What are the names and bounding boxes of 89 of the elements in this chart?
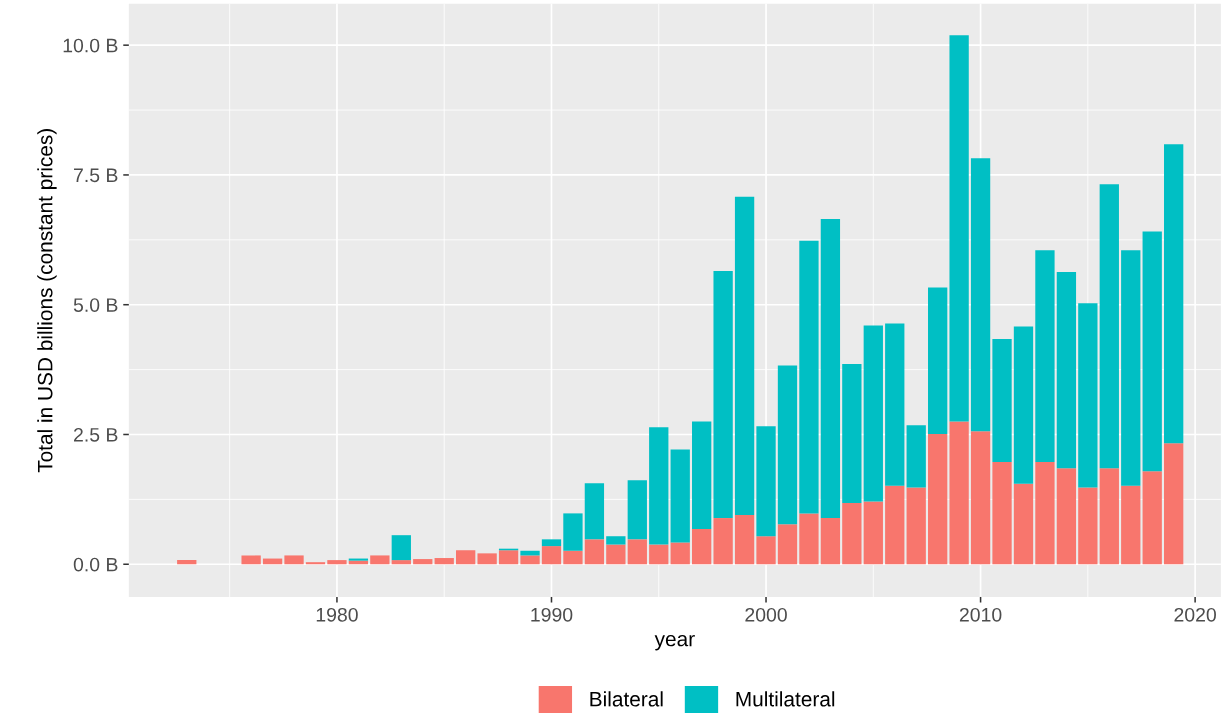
bar	[1056, 272, 1077, 469]
bar	[906, 425, 926, 488]
bar	[1142, 231, 1162, 472]
y-tick-label: 0.0 B	[73, 557, 118, 572]
bar	[949, 421, 969, 565]
bar	[1056, 468, 1077, 565]
y-tick-label: 10.0 B	[63, 38, 118, 53]
bar	[541, 539, 562, 547]
bar	[1142, 471, 1162, 565]
bar	[584, 539, 605, 565]
bar	[456, 550, 476, 565]
bar	[370, 555, 390, 565]
bar	[391, 535, 411, 561]
bar	[863, 325, 883, 502]
bar	[885, 323, 905, 486]
bar	[1078, 303, 1098, 488]
bar	[1013, 483, 1034, 565]
bar	[992, 462, 1012, 565]
bar	[391, 560, 411, 565]
bar	[1121, 250, 1141, 486]
bar	[842, 503, 862, 565]
bar	[477, 553, 497, 565]
bar	[541, 546, 562, 565]
bar	[627, 480, 647, 540]
bar	[756, 536, 776, 565]
x-axis-title: year	[654, 634, 695, 651]
y-tick-label: 5.0 B	[73, 298, 118, 312]
bar	[713, 518, 733, 565]
bar	[284, 555, 304, 565]
bar	[949, 35, 969, 422]
bar	[928, 433, 948, 565]
bar	[713, 270, 733, 519]
bar	[1035, 462, 1055, 565]
bar	[734, 196, 755, 515]
bar	[1099, 184, 1119, 469]
bar	[327, 560, 347, 565]
bar	[970, 431, 991, 565]
bar	[820, 518, 841, 565]
bar	[670, 449, 690, 543]
y-axis-title: Total in USD billions (constant prices)	[37, 129, 57, 473]
bar	[670, 542, 690, 565]
bar	[177, 560, 197, 565]
bar	[649, 544, 669, 565]
bar	[241, 555, 261, 565]
bar	[563, 513, 583, 551]
x-tick-label: 1990	[531, 607, 573, 622]
bar	[777, 524, 798, 565]
bar	[799, 513, 819, 565]
bar	[606, 536, 626, 545]
bar	[1164, 144, 1184, 444]
legend-label: Multilateral	[736, 691, 835, 707]
bar	[820, 219, 841, 519]
bar	[970, 158, 991, 432]
bar	[692, 528, 712, 565]
y-tick-label: 2.5 B	[74, 427, 118, 442]
bar	[348, 558, 369, 561]
bar	[906, 487, 926, 565]
bar	[777, 365, 798, 525]
bar	[649, 427, 669, 545]
bar	[1035, 250, 1055, 462]
bar	[563, 550, 583, 565]
bar	[992, 338, 1012, 462]
legend-label: Bilateral	[590, 691, 663, 707]
bar	[413, 559, 433, 565]
x-tick-label: 2000	[745, 607, 787, 622]
bar	[498, 550, 519, 565]
bar	[928, 287, 948, 434]
bar	[734, 514, 755, 565]
bar	[1121, 485, 1141, 565]
bar	[692, 421, 712, 529]
bar	[305, 562, 326, 565]
bar	[520, 555, 540, 565]
bar	[584, 483, 605, 540]
bar	[434, 558, 454, 565]
bar	[1099, 468, 1119, 565]
bar	[606, 544, 626, 565]
bar	[863, 501, 883, 565]
bar	[756, 426, 776, 537]
x-tick-label: 2020	[1174, 607, 1216, 622]
bar	[799, 240, 819, 514]
x-tick-label: 2010	[959, 607, 1002, 622]
y-tick-label: 7.5 B	[74, 168, 118, 183]
bar	[1078, 487, 1098, 565]
bar	[1164, 443, 1184, 565]
x-tick-label: 1980	[316, 607, 358, 622]
bar	[627, 539, 647, 565]
bar	[842, 363, 862, 503]
bar	[1013, 326, 1034, 484]
bar	[885, 485, 905, 565]
